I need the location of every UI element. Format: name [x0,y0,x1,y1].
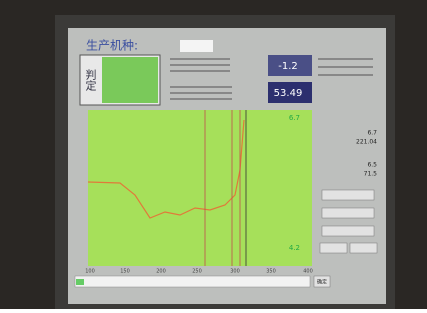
button[interactable] [350,243,377,253]
button[interactable] [322,226,374,236]
status-indicator [76,279,84,285]
chart-bottom-label: 4.2 [289,244,300,252]
x-label: 250 [192,269,202,275]
result-value: 6.5 [367,162,377,169]
message-bar [75,276,310,287]
x-label: 200 [156,269,166,275]
readout-value: -1.2 [278,61,298,72]
title: 生产机种: [86,39,138,53]
button[interactable] [322,208,374,218]
chart-area [88,110,312,266]
result-value: 6.7 [367,130,377,137]
confirm-label[interactable]: 确定 [317,279,327,286]
x-label: 300 [230,269,240,275]
button[interactable] [320,243,347,253]
x-label: 150 [120,269,130,275]
button[interactable] [322,190,374,200]
page: 生产机种: 判定 -1.2 53.49 6.7 4.2 100 150 200 … [0,0,427,309]
x-label: 350 [266,269,276,275]
readout-value: 53.49 [274,88,303,99]
result-value: 221.04 [356,139,377,146]
x-label: 400 [303,269,313,275]
result-value: 71.5 [364,171,378,178]
chart-top-label: 6.7 [289,114,300,122]
judge-indicator [102,57,158,103]
x-label: 100 [85,269,95,275]
screen-photo: 生产机种: 判定 -1.2 53.49 6.7 4.2 100 150 200 … [0,0,427,309]
judge-label: 判定 [84,69,97,92]
model-input[interactable] [180,40,213,52]
